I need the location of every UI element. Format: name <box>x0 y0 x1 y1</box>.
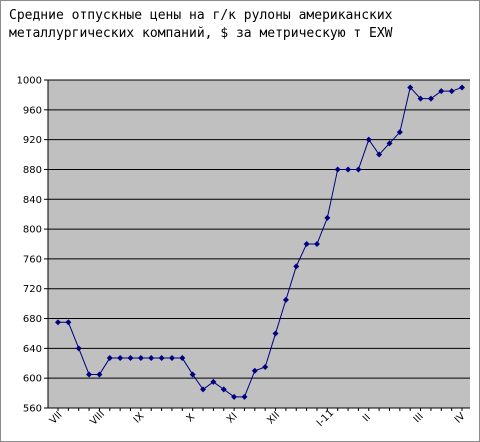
data-point <box>86 371 93 378</box>
x-tick-label: I-11 <box>315 408 336 429</box>
data-point <box>96 371 103 378</box>
data-point <box>396 129 403 136</box>
data-point <box>303 241 310 247</box>
data-point <box>241 393 248 400</box>
data-point <box>189 371 196 378</box>
y-tick-label: 640 <box>23 344 42 355</box>
series-line <box>58 86 463 398</box>
y-tick-label: 1000 <box>17 76 42 87</box>
series-prices <box>55 84 465 400</box>
data-point <box>75 345 82 352</box>
data-point <box>179 355 186 362</box>
x-tick-label: II <box>361 412 373 424</box>
data-point <box>345 166 352 173</box>
y-tick-label: 880 <box>23 165 42 176</box>
y-tick-label: 840 <box>23 195 42 206</box>
chart-title-line-2: металлургических компаний, $ за метричес… <box>9 26 393 41</box>
data-point <box>200 386 207 393</box>
data-point <box>334 166 341 173</box>
data-point <box>438 88 445 95</box>
x-tick-label: XI <box>225 411 240 426</box>
data-point <box>427 95 434 102</box>
data-point <box>251 367 258 374</box>
data-point <box>55 319 61 326</box>
x-tick-label: III <box>412 411 426 425</box>
data-point <box>106 355 113 362</box>
data-point <box>365 136 372 143</box>
data-point <box>407 84 414 91</box>
x-tick-label: X <box>185 412 198 425</box>
x-tick-label: VII <box>48 410 65 427</box>
x-axis-ticks: VII VIII IX X XI XII I-11 II III IV <box>48 408 468 429</box>
data-point <box>117 355 124 362</box>
data-point <box>324 214 331 221</box>
data-point <box>65 319 72 326</box>
data-point <box>355 166 362 173</box>
y-tick-label: 720 <box>23 284 42 295</box>
data-point <box>282 296 289 303</box>
x-tick-label: XII <box>265 410 282 427</box>
data-point <box>210 378 217 385</box>
data-point <box>293 263 300 270</box>
data-point <box>168 355 175 362</box>
data-point <box>386 140 393 147</box>
chart-title: Средние отпускные цены на г/к рулоны аме… <box>9 7 471 43</box>
data-point <box>272 330 279 337</box>
y-tick-label: 800 <box>23 225 42 236</box>
data-point <box>158 355 165 362</box>
data-point <box>459 84 465 91</box>
x-tick-label: IV <box>453 411 468 426</box>
y-axis-ticks: 560 600 640 680 720 760 800 840 880 920 960 1000 <box>17 76 48 415</box>
y-tick-label: 600 <box>23 374 42 385</box>
chart-title-line-1: Средние отпускные цены на г/к рулоны аме… <box>9 8 393 23</box>
data-point <box>137 355 144 362</box>
y-tick-label: 560 <box>23 404 42 415</box>
data-point <box>262 364 269 370</box>
data-point <box>220 386 227 393</box>
y-tick-label: 680 <box>23 314 42 325</box>
y-tick-label: 960 <box>23 105 42 116</box>
x-tick-label: IX <box>132 411 147 426</box>
gridlines <box>48 79 470 379</box>
y-tick-label: 760 <box>23 254 42 265</box>
y-tick-label: 920 <box>23 135 42 146</box>
data-point <box>376 151 383 158</box>
data-point <box>313 241 320 247</box>
data-point <box>417 95 424 102</box>
x-tick-label: VIII <box>88 409 107 428</box>
data-point <box>231 393 238 400</box>
data-point <box>448 88 455 95</box>
data-point <box>148 355 155 362</box>
data-point <box>127 355 134 362</box>
